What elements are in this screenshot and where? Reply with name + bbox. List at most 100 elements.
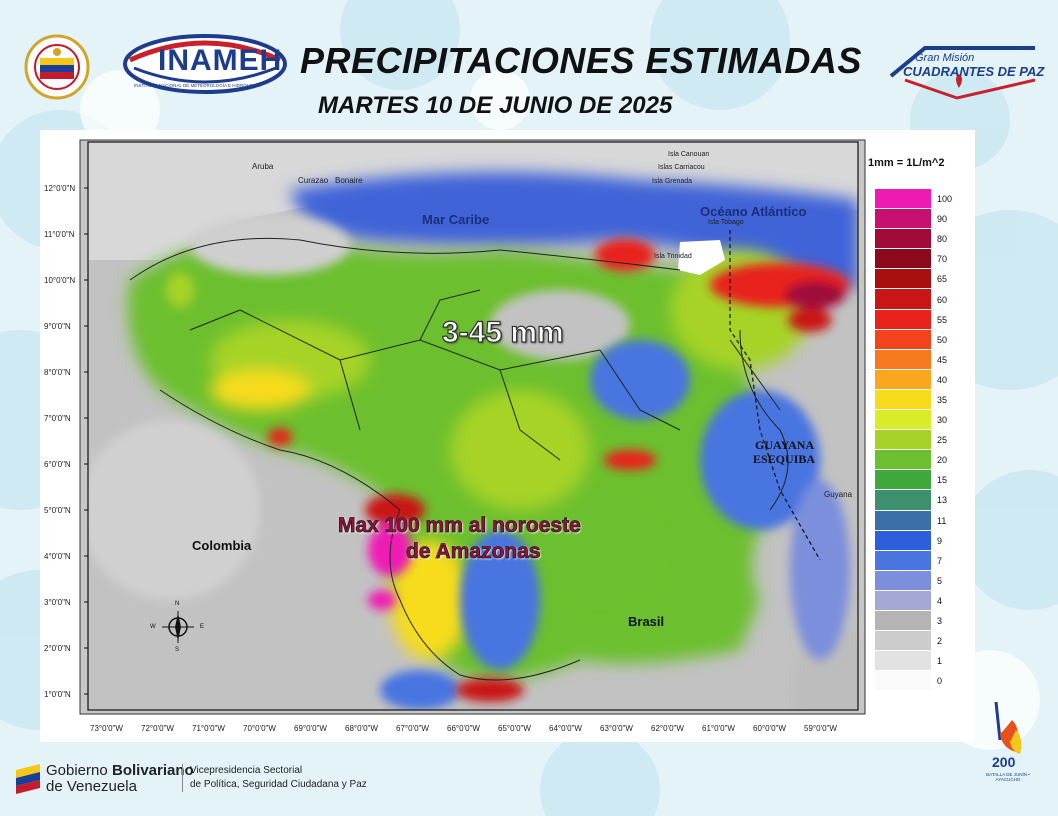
- page-title: PRECIPITACIONES ESTIMADAS: [300, 40, 862, 81]
- legend-label: 9: [937, 535, 943, 546]
- place-label-colombia: Colombia: [192, 538, 252, 553]
- legend-swatch: [875, 430, 931, 451]
- legend-item: 45: [875, 349, 965, 370]
- legend-item: 0: [875, 671, 965, 692]
- bicentenario-text: BATALLA DE JUNÍN • AYACUCHO: [986, 772, 1030, 782]
- legend-swatch: [875, 470, 931, 491]
- gran-mision-line2: CUADRANTES DE PAZ: [903, 64, 1045, 79]
- lat-label: 12°0'0"N: [44, 184, 76, 193]
- legend-item: 2: [875, 631, 965, 652]
- legend-label: 13: [937, 495, 948, 506]
- vice-line2: de Política, Seguridad Ciudadana y Paz: [190, 779, 367, 790]
- legend-item: 15: [875, 470, 965, 491]
- legend-label: 45: [937, 354, 948, 365]
- gran-mision-line1: Gran Misión: [915, 52, 975, 64]
- legend-swatch: [875, 510, 931, 531]
- legend-item: 90: [875, 209, 965, 230]
- legend-label: 11: [937, 515, 947, 526]
- legend-item: 80: [875, 229, 965, 250]
- legend-item: 5: [875, 570, 965, 591]
- lon-label: 66°0'0"W: [447, 724, 480, 733]
- inameh-logo-text: INAMEH: [158, 44, 283, 77]
- legend-unit: 1mm = 1L/m^2: [868, 157, 945, 169]
- place-label-guayana-esequiba-2: ESEQUIBA: [753, 452, 816, 466]
- legend-item: 13: [875, 490, 965, 511]
- place-label-mar-caribe: Mar Caribe: [422, 212, 490, 227]
- lat-label: 1°0'0"N: [44, 690, 71, 699]
- legend-swatch: [875, 309, 931, 330]
- legend-swatch: [875, 389, 931, 411]
- lon-label: 70°0'0"W: [243, 724, 276, 733]
- bicentenario-number: 200: [992, 754, 1016, 770]
- lat-label: 8°0'0"N: [44, 368, 71, 377]
- place-label-brasil: Brasil: [628, 614, 665, 629]
- lat-label: 3°0'0"N: [44, 598, 71, 607]
- legend-swatch: [875, 289, 931, 310]
- place-label-oceano-atlantico: Océano Atlántico: [700, 204, 807, 219]
- lon-label: 73°0'0"W: [90, 724, 123, 733]
- legend-swatch: [875, 651, 931, 672]
- legend-label: 15: [937, 475, 948, 486]
- legend-label: 5: [937, 575, 943, 586]
- legend-label: 90: [937, 214, 948, 225]
- inameh-logo-subtext: INSTITUTO NACIONAL DE METEOROLOGÍA E HID…: [134, 83, 261, 88]
- inameh-logo: INAMEH INSTITUTO NACIONAL DE METEOROLOGÍ…: [120, 30, 290, 96]
- legend-label: 60: [937, 294, 948, 305]
- lon-label: 65°0'0"W: [498, 724, 531, 733]
- max-rain-annotation-line1: Max 100 mm al noroeste: [338, 514, 582, 538]
- legend-item: 100: [875, 189, 965, 210]
- legend-label: 70: [937, 254, 948, 265]
- legend-swatch: [875, 490, 931, 511]
- gobierno-logo: Gobierno Bolivariano de Venezuela: [14, 760, 194, 795]
- legend-item: 35: [875, 389, 965, 411]
- legend-label: 2: [937, 636, 943, 647]
- legend-label: 1: [937, 656, 943, 667]
- place-label-guyana: Guyana: [824, 490, 853, 499]
- legend-label: 0: [937, 676, 943, 687]
- place-label-isla-tobago: Isla Tobago: [708, 219, 744, 226]
- legend-item: 40: [875, 369, 965, 390]
- map-canvas: [79, 139, 866, 715]
- compass-e: E: [200, 624, 205, 630]
- lon-label: 64°0'0"W: [549, 724, 582, 733]
- legend-item: 55: [875, 309, 965, 330]
- gobierno-line2: de Venezuela: [46, 778, 137, 795]
- legend-item: 60: [875, 289, 965, 310]
- legend-swatch: [875, 349, 931, 370]
- place-label-isla-grenada: Isla Grenada: [652, 178, 693, 185]
- lon-label: 63°0'0"W: [600, 724, 633, 733]
- legend-swatch: [875, 410, 931, 431]
- legend-item: 25: [875, 430, 965, 451]
- legend-item: 30: [875, 410, 965, 431]
- legend-swatch: [875, 550, 931, 571]
- place-label-aruba: Aruba: [252, 162, 274, 171]
- lat-label: 2°0'0"N: [44, 644, 71, 653]
- legend-swatch: [875, 631, 931, 652]
- legend-label: 65: [937, 274, 948, 285]
- footer-divider: [182, 764, 183, 792]
- lon-label: 59°0'0"W: [804, 724, 837, 733]
- legend-swatch: [875, 570, 931, 591]
- legend-swatch: [875, 369, 931, 390]
- lat-label: 11°0'0"N: [44, 230, 75, 239]
- lat-label: 7°0'0"N: [44, 414, 71, 423]
- legend-label: 30: [937, 415, 948, 426]
- legend-swatch: [875, 249, 931, 270]
- lon-label: 62°0'0"W: [651, 724, 684, 733]
- legend-label: 25: [937, 435, 948, 446]
- legend-label: 50: [937, 334, 948, 345]
- place-label-isla-trinidad: Isla Trinidad: [654, 253, 692, 260]
- legend-label: 20: [937, 455, 948, 466]
- legend-label: 7: [937, 555, 943, 566]
- legend-swatch: [875, 329, 931, 350]
- legend-swatch: [875, 209, 931, 230]
- bicentenario-logo: 200 BATALLA DE JUNÍN • AYACUCHO: [982, 700, 1034, 792]
- lon-label: 67°0'0"W: [396, 724, 429, 733]
- legend-swatch: [875, 590, 931, 611]
- legend-label: 4: [937, 595, 943, 606]
- legend-item: 65: [875, 269, 965, 290]
- lon-label: 71°0'0"W: [192, 724, 225, 733]
- compass-s: S: [175, 647, 180, 653]
- vice-line1: Vicepresidencia Sectorial: [190, 765, 303, 776]
- legend-label: 80: [937, 234, 948, 245]
